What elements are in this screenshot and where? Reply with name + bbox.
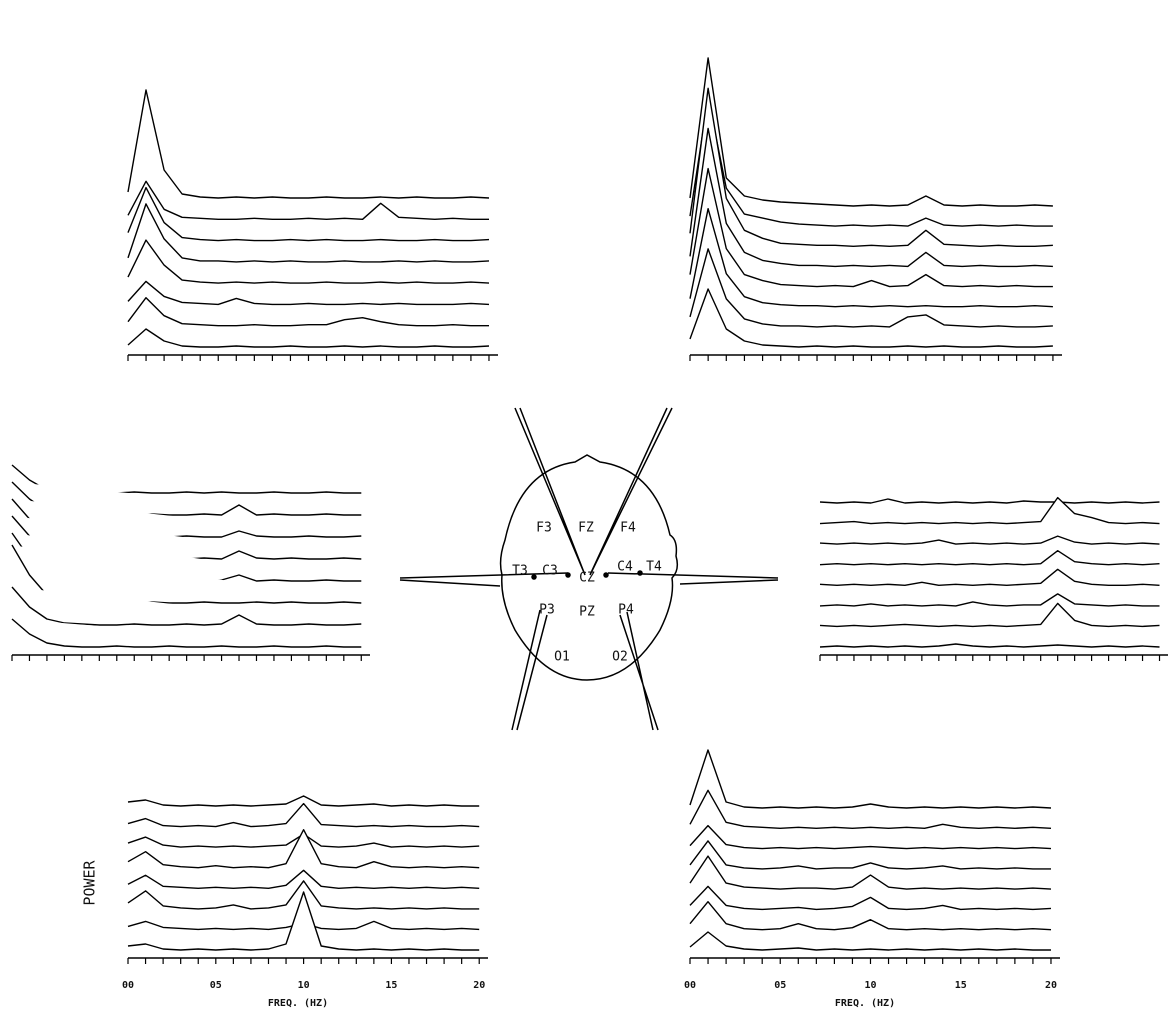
spectrum-trace <box>820 551 1160 565</box>
x-tick-label: 20 <box>1045 980 1057 991</box>
spectrum-trace <box>820 644 1160 647</box>
lead-t4 <box>608 573 778 584</box>
electrode-label: PZ <box>579 605 595 620</box>
spectrum-trace <box>128 281 489 304</box>
spectrum-trace <box>128 804 479 827</box>
spectrum-trace <box>690 750 1051 808</box>
electrode-label: C4 <box>617 560 633 575</box>
figure: F3 FZ F4 T3 C3 CZ C4 T4 P3 PZ P4 O1 O2 0… <box>0 0 1171 1014</box>
x-tick-label: 15 <box>955 980 967 991</box>
electrode-dot <box>566 573 570 577</box>
spectrum-trace <box>690 932 1051 950</box>
x-tick-label: 10 <box>864 980 876 991</box>
spectrum-trace <box>690 169 1053 287</box>
electrode-label: P4 <box>618 603 634 618</box>
electrode-label: T3 <box>512 564 528 579</box>
x-tick-label: 20 <box>473 980 485 991</box>
electrode-label: P3 <box>539 603 555 618</box>
x-axis-label: FREQ. (HZ) <box>835 998 895 1009</box>
electrode-dot <box>638 571 642 575</box>
lead-f4 <box>590 408 672 575</box>
electrode-label: O1 <box>554 650 570 665</box>
lead-o2 <box>620 612 658 730</box>
x-tick-label: 10 <box>298 980 310 991</box>
spectrum-trace <box>820 594 1160 606</box>
lead-o1 <box>512 610 547 730</box>
electrode-label: FZ <box>578 521 594 536</box>
electrode-label: F4 <box>620 521 636 536</box>
spectrum-trace <box>690 841 1051 869</box>
electrode-label: CZ <box>579 571 595 586</box>
x-tick-label: 00 <box>684 980 696 991</box>
spectrum-trace <box>820 499 1160 503</box>
spectrum-trace <box>690 98 1053 226</box>
electrode-labels: F3 FZ F4 T3 C3 CZ C4 T4 P3 PZ P4 O1 O2 <box>512 521 662 665</box>
electrode-label: T4 <box>646 560 662 575</box>
spectrum-trace <box>128 90 489 198</box>
electrode-label: C3 <box>542 564 558 579</box>
spectrum-trace <box>690 58 1053 206</box>
x-tick-label: 05 <box>210 980 222 991</box>
spectrum-trace <box>820 603 1160 626</box>
spectrum-trace <box>128 892 479 950</box>
spectrum-trace <box>690 856 1051 889</box>
spectrum-trace <box>690 790 1051 828</box>
head-diagram <box>400 408 778 730</box>
x-tick-label: 15 <box>385 980 397 991</box>
spectrum-trace <box>690 249 1053 327</box>
spectrum-trace <box>128 329 489 347</box>
spectrum-trace <box>128 204 489 262</box>
spectrum-trace <box>820 569 1160 585</box>
x-tick-label: 05 <box>774 980 786 991</box>
x-tick-label: 00 <box>122 980 134 991</box>
spectrum-trace <box>690 886 1051 909</box>
electrode-dot <box>604 573 608 577</box>
electrode-dot <box>532 575 536 579</box>
x-axis-label: FREQ. (HZ) <box>268 998 328 1009</box>
spectrum-trace <box>690 826 1051 849</box>
spectrum-trace <box>128 830 479 868</box>
spectrum-trace <box>820 536 1160 544</box>
spectrum-trace <box>128 181 489 219</box>
electrode-label: O2 <box>612 650 628 665</box>
electrode-label: F3 <box>536 521 552 536</box>
y-axis-label: POWER <box>81 859 99 905</box>
